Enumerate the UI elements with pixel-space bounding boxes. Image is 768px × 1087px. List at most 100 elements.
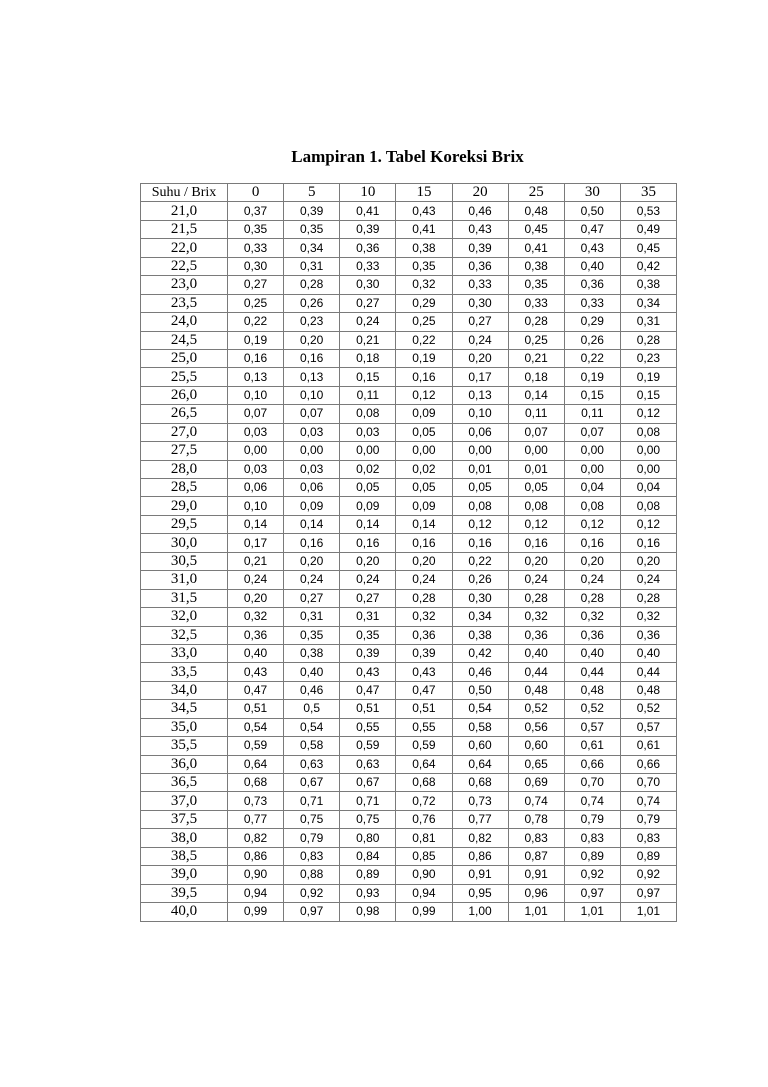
correction-cell: 0,83 xyxy=(507,828,565,848)
correction-cell: 0,33 xyxy=(563,293,621,314)
correction-cell: 0,82 xyxy=(451,828,509,848)
correction-cell: 0,70 xyxy=(563,772,621,793)
correction-cell: 0,83 xyxy=(619,828,678,848)
temperature-cell: 39,0 xyxy=(140,865,228,885)
correction-cell: 0,33 xyxy=(451,275,509,295)
temperature-cell: 35,5 xyxy=(140,736,228,756)
correction-cell: 0,19 xyxy=(226,330,285,350)
correction-cell: 0,80 xyxy=(339,828,397,848)
correction-cell: 0,18 xyxy=(339,348,397,369)
correction-cell: 0,16 xyxy=(226,348,285,369)
correction-cell: 0,39 xyxy=(451,238,509,258)
correction-cell: 0,31 xyxy=(339,607,397,627)
correction-cell: 0,07 xyxy=(563,422,621,443)
column-header: 5 xyxy=(283,182,341,203)
correction-cell: 0,91 xyxy=(507,865,565,885)
table-row: 21,0 0,37 0,39 0,41 0,43 0,46 0,48 0,50 0,53 xyxy=(140,201,678,221)
correction-cell: 0,09 xyxy=(339,496,397,516)
document-title: Lampiran 1. Tabel Koreksi Brix xyxy=(291,147,524,166)
correction-cell: 0,56 xyxy=(507,717,565,738)
correction-cell: 0,60 xyxy=(451,736,509,756)
table-row: 35,5 0,59 0,58 0,59 0,59 0,60 0,60 0,61 0,61 xyxy=(140,736,678,756)
correction-cell: 0,20 xyxy=(507,551,565,572)
table-row: 29,0 0,10 0,09 0,09 0,09 0,08 0,08 0,08 0,08 xyxy=(140,496,678,516)
table-row: 22,5 0,30 0,31 0,33 0,35 0,36 0,38 0,40 0,42 xyxy=(140,256,678,277)
table-row: 23,5 0,25 0,26 0,27 0,29 0,30 0,33 0,33 0,34 xyxy=(140,293,678,314)
correction-cell: 0,35 xyxy=(226,219,285,240)
correction-cell: 0,41 xyxy=(507,238,565,258)
correction-cell: 0,32 xyxy=(619,607,678,627)
temperature-cell: 34,0 xyxy=(140,680,228,701)
correction-cell: 0,35 xyxy=(339,625,397,645)
correction-cell: 0,79 xyxy=(563,809,621,830)
correction-cell: 0,81 xyxy=(395,828,453,848)
correction-cell: 0,25 xyxy=(395,312,453,332)
correction-cell: 0,24 xyxy=(395,570,453,590)
correction-cell: 0,89 xyxy=(619,846,678,867)
correction-cell: 0,30 xyxy=(451,293,509,314)
correction-cell: 0,74 xyxy=(507,791,565,811)
table-row: 32,5 0,36 0,35 0,35 0,36 0,38 0,36 0,36 0,36 xyxy=(140,625,678,645)
correction-cell: 0,34 xyxy=(283,238,341,258)
correction-cell: 0,08 xyxy=(619,422,678,443)
correction-cell: 0,17 xyxy=(226,533,285,553)
correction-cell: 0,01 xyxy=(451,459,509,480)
correction-cell: 0,12 xyxy=(507,514,565,535)
temperature-cell: 25,5 xyxy=(140,367,228,387)
correction-cell: 0,94 xyxy=(226,883,285,904)
correction-cell: 0,44 xyxy=(563,662,621,682)
temperature-cell: 38,0 xyxy=(140,828,228,848)
column-header: 0 xyxy=(226,182,285,203)
correction-cell: 0,41 xyxy=(395,219,453,240)
table-row: 31,0 0,24 0,24 0,24 0,24 0,26 0,24 0,24 0,24 xyxy=(140,570,678,590)
temperature-cell: 33,0 xyxy=(140,643,228,664)
correction-cell: 0,36 xyxy=(563,275,621,295)
correction-cell: 0,5 xyxy=(283,699,341,719)
correction-cell: 0,52 xyxy=(619,699,678,719)
temperature-cell: 36,0 xyxy=(140,754,228,775)
correction-cell: 0,03 xyxy=(283,422,341,443)
correction-cell: 0,43 xyxy=(563,238,621,258)
correction-cell: 0,50 xyxy=(451,680,509,701)
correction-cell: 0,05 xyxy=(395,477,453,498)
temperature-cell: 22,5 xyxy=(140,256,228,277)
correction-cell: 0,51 xyxy=(395,699,453,719)
correction-cell: 0,16 xyxy=(395,367,453,387)
table-row: 24,0 0,22 0,23 0,24 0,25 0,27 0,28 0,29 0,31 xyxy=(140,312,678,332)
correction-cell: 0,12 xyxy=(563,514,621,535)
table-row: 39,0 0,90 0,88 0,89 0,90 0,91 0,91 0,92 0,92 xyxy=(140,865,678,885)
correction-cell: 0,09 xyxy=(283,496,341,516)
temperature-cell: 28,5 xyxy=(140,477,228,498)
correction-cell: 0,47 xyxy=(339,680,397,701)
correction-cell: 0,11 xyxy=(563,404,621,424)
correction-cell: 0,72 xyxy=(395,791,453,811)
column-header: 15 xyxy=(395,182,453,203)
table-row: 38,0 0,82 0,79 0,80 0,81 0,82 0,83 0,83 0,83 xyxy=(140,828,678,848)
correction-cell: 0,74 xyxy=(619,791,678,811)
table-row: 39,5 0,94 0,92 0,93 0,94 0,95 0,96 0,97 0,97 xyxy=(140,883,678,904)
correction-cell: 0,70 xyxy=(619,772,678,793)
temperature-cell: 34,5 xyxy=(140,699,228,719)
correction-cell: 0,48 xyxy=(507,680,565,701)
temperature-cell: 24,5 xyxy=(140,330,228,350)
correction-cell: 0,36 xyxy=(339,238,397,258)
brix-correction-table: Suhu / Brix 0 5 10 15 20 25 30 35 21,0 0,37 0,39 0,4… xyxy=(140,182,678,922)
correction-cell: 0,24 xyxy=(226,570,285,590)
correction-cell: 0,35 xyxy=(507,275,565,295)
correction-cell: 0,14 xyxy=(507,385,565,406)
temperature-cell: 32,5 xyxy=(140,625,228,645)
correction-cell: 0,48 xyxy=(619,680,678,701)
correction-cell: 0,54 xyxy=(451,699,509,719)
correction-cell: 0,34 xyxy=(619,293,678,314)
temperature-cell: 28,0 xyxy=(140,459,228,480)
correction-cell: 0,58 xyxy=(451,717,509,738)
correction-cell: 0,46 xyxy=(283,680,341,701)
table-row: 34,5 0,51 0,5 0,51 0,51 0,54 0,52 0,52 0,52 xyxy=(140,699,678,719)
correction-cell: 0,16 xyxy=(507,533,565,553)
correction-cell: 0,40 xyxy=(226,643,285,664)
correction-cell: 0,47 xyxy=(563,219,621,240)
correction-cell: 0,60 xyxy=(507,736,565,756)
correction-cell: 0,10 xyxy=(226,385,285,406)
correction-cell: 0,32 xyxy=(395,607,453,627)
temperature-cell: 40,0 xyxy=(140,902,228,922)
